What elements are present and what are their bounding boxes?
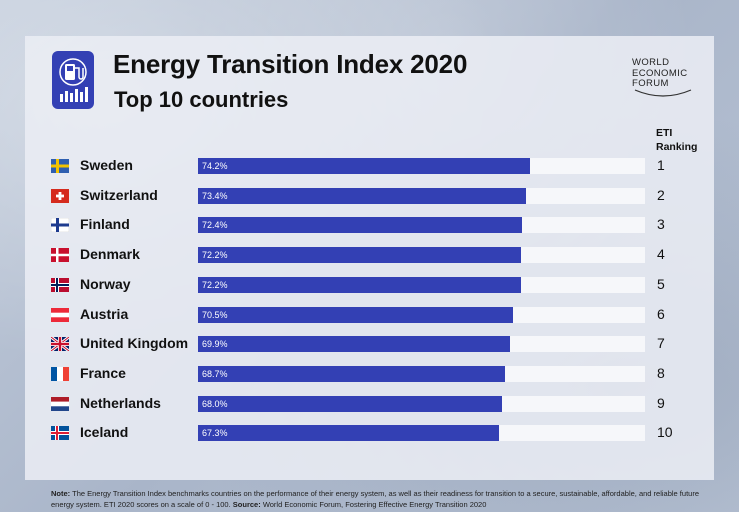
bar-value-label-austria: 70.5% xyxy=(202,309,228,320)
bar-track-sweden: 74.2% xyxy=(198,158,645,174)
bar-value-label-netherlands: 68.0% xyxy=(202,398,228,409)
norway-flag-icon xyxy=(51,277,69,292)
bar-track-finland: 72.4% xyxy=(198,217,645,234)
country-label-denmark: Denmark xyxy=(80,246,140,263)
chart-row-united-kingdom: United Kingdom 69.9% 7 xyxy=(0,333,739,355)
rank-norway: 5 xyxy=(657,275,665,292)
eti-ranking-header-line-1: ETI xyxy=(656,127,673,139)
footnote-note-label: Note: xyxy=(51,489,71,498)
eti-ranking-header: ETI Ranking xyxy=(656,126,697,154)
chart-subtitle: Top 10 countries xyxy=(114,87,289,112)
rank-switzerland: 2 xyxy=(657,186,665,203)
country-label-iceland: Iceland xyxy=(80,424,129,441)
eti-ranking-header-line-2: Ranking xyxy=(656,141,698,153)
bar-switzerland: 73.4% xyxy=(198,187,527,204)
bar-chart: Sweden 74.2% 1 Switzerland 73.4% 2 Finland 72.4… xyxy=(0,155,739,444)
country-label-finland: Finland xyxy=(80,216,130,233)
bar-value-label-denmark: 72.2% xyxy=(202,250,228,261)
wef-logo-line-3: FORUM xyxy=(632,78,669,89)
bar-track-switzerland: 73.4% xyxy=(198,187,645,204)
rank-sweden: 1 xyxy=(657,157,665,173)
france-flag-icon xyxy=(51,366,69,381)
country-label-norway: Norway xyxy=(80,275,131,292)
chart-row-austria: Austria 70.5% 6 xyxy=(0,304,739,326)
bar-track-france: 68.7% xyxy=(198,365,645,382)
chart-row-netherlands: Netherlands 68.0% 9 xyxy=(0,393,739,415)
rank-finland: 3 xyxy=(657,216,665,233)
bar-value-label-sweden: 74.2% xyxy=(202,161,228,171)
energy-index-icon xyxy=(51,50,95,110)
rank-france: 8 xyxy=(657,364,665,381)
rank-netherlands: 9 xyxy=(657,394,665,411)
bar-value-label-switzerland: 73.4% xyxy=(202,190,228,201)
denmark-flag-icon xyxy=(51,248,69,263)
country-label-united-kingdom: United Kingdom xyxy=(80,335,189,352)
bar-denmark: 72.2% xyxy=(198,247,521,264)
country-label-france: France xyxy=(80,364,126,381)
switzerland-flag-icon xyxy=(51,188,69,203)
bar-track-austria: 70.5% xyxy=(198,306,645,323)
wef-logo-line-2: ECONOMIC xyxy=(632,67,688,79)
rank-austria: 6 xyxy=(657,305,665,322)
chart-row-norway: Norway 72.2% 5 xyxy=(0,274,739,296)
bar-sweden: 74.2% xyxy=(198,158,530,174)
wef-arc-icon xyxy=(634,89,692,97)
footnote-note-text: The Energy Transition Index benchmarks c… xyxy=(51,489,699,509)
country-label-netherlands: Netherlands xyxy=(80,394,161,411)
bar-value-label-norway: 72.2% xyxy=(202,279,228,290)
bar-track-netherlands: 68.0% xyxy=(198,395,645,412)
chart-row-switzerland: Switzerland 73.4% 2 xyxy=(0,185,739,207)
sweden-flag-icon xyxy=(51,159,69,173)
bar-finland: 72.4% xyxy=(198,217,522,234)
chart-row-denmark: Denmark 72.2% 4 xyxy=(0,244,739,266)
chart-row-finland: Finland 72.4% 3 xyxy=(0,214,739,236)
bar-track-denmark: 72.2% xyxy=(198,247,645,264)
bar-france: 68.7% xyxy=(198,365,506,382)
footnote-source-label: Source: xyxy=(232,500,261,509)
bar-track-iceland: 67.3% xyxy=(198,425,645,442)
austria-flag-icon xyxy=(51,307,69,322)
wef-logo-line-1: WORLD xyxy=(632,57,670,68)
netherlands-flag-icon xyxy=(51,396,69,411)
finland-flag-icon xyxy=(51,218,69,233)
iceland-flag-icon xyxy=(51,426,69,441)
bar-track-norway: 72.2% xyxy=(198,276,645,293)
united-kingdom-flag-icon xyxy=(51,337,69,352)
country-label-switzerland: Switzerland xyxy=(80,186,158,203)
country-label-austria: Austria xyxy=(80,305,129,322)
bar-austria: 70.5% xyxy=(198,306,514,323)
bar-value-label-united-kingdom: 69.9% xyxy=(202,339,228,350)
bar-value-label-france: 68.7% xyxy=(202,368,228,379)
bar-united-kingdom: 69.9% xyxy=(198,336,511,353)
rank-iceland: 10 xyxy=(657,424,673,441)
chart-row-sweden: Sweden 74.2% 1 xyxy=(0,155,739,177)
rank-united-kingdom: 7 xyxy=(657,335,665,352)
bar-track-united-kingdom: 69.9% xyxy=(198,336,645,353)
country-label-sweden: Sweden xyxy=(80,157,133,173)
bar-value-label-finland: 72.4% xyxy=(202,220,228,231)
bar-norway: 72.2% xyxy=(198,276,521,293)
bar-value-label-iceland: 67.3% xyxy=(202,428,228,439)
footnote-source-text: World Economic Forum, Fostering Effectiv… xyxy=(262,500,487,509)
footnote: Note: The Energy Transition Index benchm… xyxy=(51,488,711,510)
bar-netherlands: 68.0% xyxy=(198,395,502,412)
chart-title: Energy Transition Index 2020 xyxy=(113,49,468,79)
chart-row-france: France 68.7% 8 xyxy=(0,363,739,385)
bar-iceland: 67.3% xyxy=(198,425,499,442)
wef-logo: WORLD ECONOMIC FORUM xyxy=(632,57,712,90)
chart-row-iceland: Iceland 67.3% 10 xyxy=(0,422,739,444)
rank-denmark: 4 xyxy=(657,246,665,263)
